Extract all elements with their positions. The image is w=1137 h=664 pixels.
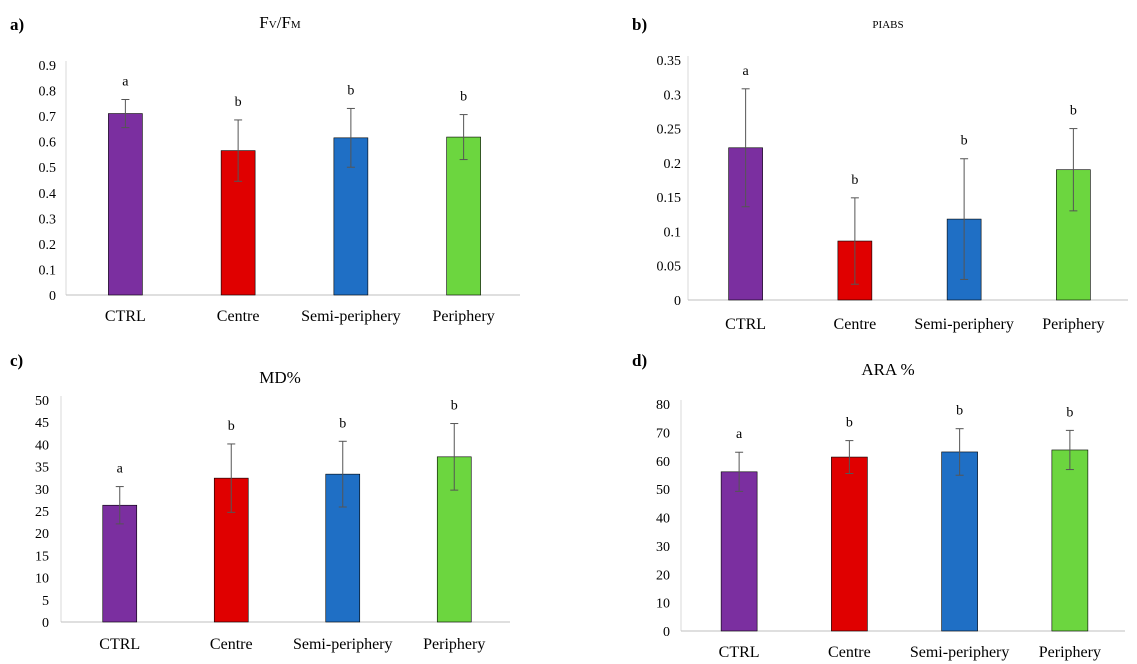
y-tick-label: 0.5 [39, 161, 57, 176]
y-tick-label: 0.4 [39, 187, 57, 202]
panel-label: a) [10, 15, 24, 34]
x-category-label: CTRL [105, 308, 146, 325]
y-tick-label: 50 [35, 394, 49, 409]
significance-letter: b [1070, 104, 1077, 119]
y-tick-label: 30 [35, 483, 49, 498]
chart-title: ARA % [861, 360, 914, 379]
y-tick-label: 0.7 [39, 110, 57, 125]
significance-letter: b [228, 419, 235, 434]
y-tick-label: 20 [656, 568, 670, 583]
significance-letter: b [451, 399, 458, 414]
y-tick-label: 0 [49, 289, 56, 304]
chart-title-part: M [291, 19, 301, 31]
y-tick-label: 70 [656, 426, 670, 441]
significance-letter: b [339, 416, 346, 431]
x-category-label: Semi-periphery [301, 308, 401, 325]
y-tick-label: 10 [656, 597, 670, 612]
y-tick-label: 45 [35, 416, 49, 431]
significance-letter: b [956, 404, 963, 419]
bar-periphery [446, 136, 481, 296]
significance-letter: b [347, 83, 354, 98]
significance-letter: a [736, 427, 743, 442]
chart-title-part: /F [277, 13, 291, 32]
bar-semi-periphery [941, 451, 978, 632]
y-tick-label: 0.05 [657, 260, 682, 275]
y-tick-label: 0.1 [39, 263, 57, 278]
y-tick-label: 0.3 [664, 88, 682, 103]
y-tick-label: 0.2 [664, 157, 682, 172]
x-category-label: Periphery [423, 636, 485, 653]
chart-title-part: ABS [882, 19, 903, 31]
x-category-label: Semi-periphery [293, 636, 393, 653]
x-category-label: CTRL [719, 644, 760, 661]
bar-ctrl [108, 113, 143, 296]
y-tick-label: 0 [42, 616, 49, 631]
y-tick-label: 5 [42, 594, 49, 609]
significance-letter: a [743, 64, 750, 79]
chart-panel-b: b) PIABS 0 0.05 0.1 0.15 0.2 0.25 0.3 0.35 a CTRL b C… [632, 15, 1128, 333]
bar-ctrl [102, 504, 138, 623]
y-tick-label: 0.3 [39, 212, 57, 227]
bar-ctrl [728, 147, 763, 301]
bar-periphery [1051, 449, 1089, 632]
chart-title-part: PI [872, 19, 882, 31]
y-tick-label: 35 [35, 461, 49, 476]
y-tick-label: 10 [35, 572, 49, 587]
y-tick-label: 0.1 [664, 225, 682, 240]
significance-letter: a [117, 462, 124, 477]
chart-title-part: F [259, 13, 268, 32]
y-tick-label: 0 [674, 294, 681, 309]
chart-title: MD% [259, 368, 301, 387]
chart-panel-a: a) FV/FM 0 0.1 0.2 0.3 0.4 0.5 0.6 0.7 0.8 0.9 a CTRL… [10, 13, 520, 325]
x-category-label: Centre [210, 636, 253, 653]
y-tick-label: 0 [663, 625, 670, 640]
panel-label: d) [632, 351, 647, 370]
chart-panel-d: d) ARA % 0 10 20 30 40 50 60 70 80 a CTRL b Centre b Sem… [632, 351, 1125, 661]
y-tick-label: 25 [35, 505, 49, 520]
significance-letter: b [851, 173, 858, 188]
panel-label: c) [10, 351, 23, 370]
x-category-label: Periphery [1042, 316, 1104, 333]
significance-letter: b [460, 90, 467, 105]
y-tick-label: 50 [656, 483, 670, 498]
y-tick-label: 0.35 [657, 54, 682, 69]
x-category-label: Periphery [1039, 644, 1101, 661]
chart-title-part: V [269, 19, 277, 31]
significance-letter: b [961, 134, 968, 149]
y-tick-label: 60 [656, 455, 670, 470]
y-tick-label: 15 [35, 549, 49, 564]
y-tick-label: 80 [656, 398, 670, 413]
x-category-label: Semi-periphery [910, 644, 1010, 661]
y-tick-label: 40 [656, 512, 670, 527]
bar-ctrl [720, 471, 758, 632]
y-tick-label: 0.15 [657, 191, 682, 206]
y-tick-label: 20 [35, 527, 49, 542]
x-category-label: Centre [834, 316, 877, 333]
y-tick-label: 30 [656, 540, 670, 555]
y-tick-label: 0.2 [39, 238, 57, 253]
significance-letter: b [846, 416, 853, 431]
significance-letter: b [1066, 405, 1073, 420]
x-category-label: Centre [217, 308, 260, 325]
chart-panel-c: c) MD% 0 5 10 15 20 25 30 35 40 45 50 a CTRL b Centre b Se… [10, 351, 510, 653]
panel-label: b) [632, 15, 647, 34]
x-category-label: Semi-periphery [914, 316, 1014, 333]
x-category-label: Centre [828, 644, 871, 661]
y-tick-label: 0.6 [39, 136, 57, 151]
bar-centre [831, 456, 868, 632]
significance-letter: b [235, 95, 242, 110]
y-tick-label: 40 [35, 438, 49, 453]
y-tick-label: 0.25 [657, 123, 682, 138]
chart-title: PIABS [872, 19, 903, 31]
x-category-label: Periphery [433, 308, 495, 325]
significance-letter: a [122, 75, 129, 90]
x-category-label: CTRL [725, 316, 766, 333]
x-category-label: CTRL [99, 636, 140, 653]
chart-title: FV/FM [259, 13, 301, 32]
y-tick-label: 0.9 [39, 59, 57, 74]
y-tick-label: 0.8 [39, 85, 57, 100]
